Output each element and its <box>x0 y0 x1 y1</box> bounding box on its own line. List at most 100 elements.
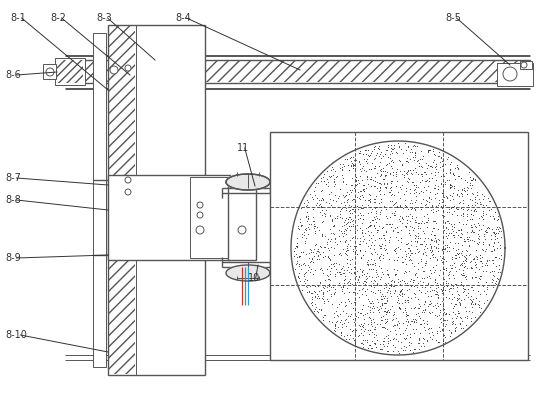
Point <box>380 300 389 307</box>
Point <box>400 168 408 174</box>
Point <box>381 332 390 339</box>
Point <box>378 302 386 308</box>
Point <box>318 293 327 299</box>
Point <box>490 247 499 253</box>
Point <box>463 236 471 242</box>
Point <box>408 260 416 266</box>
Point <box>405 149 414 155</box>
Point <box>494 266 503 272</box>
Point <box>300 200 308 206</box>
Point <box>404 299 413 305</box>
Point <box>341 303 349 309</box>
Point <box>414 336 423 343</box>
Point <box>359 312 368 318</box>
Point <box>484 242 493 248</box>
Point <box>402 158 410 164</box>
Point <box>374 307 383 314</box>
Point <box>437 157 446 163</box>
Point <box>400 334 408 341</box>
Point <box>373 204 382 211</box>
Point <box>384 279 392 286</box>
Point <box>366 183 375 189</box>
Point <box>457 212 466 219</box>
Point <box>472 253 481 260</box>
Point <box>423 303 432 309</box>
Point <box>335 269 343 275</box>
Point <box>442 267 451 274</box>
Point <box>393 229 402 235</box>
Point <box>412 219 420 225</box>
Point <box>405 175 413 182</box>
Point <box>344 196 353 202</box>
Point <box>347 270 356 277</box>
Point <box>401 222 410 229</box>
Point <box>430 276 439 283</box>
Point <box>405 226 413 233</box>
Point <box>359 341 367 347</box>
Point <box>456 315 465 321</box>
Point <box>427 170 436 176</box>
Point <box>365 176 374 182</box>
Point <box>449 170 457 176</box>
Point <box>403 178 412 184</box>
Point <box>458 231 466 237</box>
Point <box>356 247 364 253</box>
Point <box>366 327 374 333</box>
Point <box>472 224 480 230</box>
Point <box>369 300 378 306</box>
Point <box>346 214 355 220</box>
Point <box>427 207 435 213</box>
Point <box>337 206 346 212</box>
Point <box>418 335 427 341</box>
Point <box>441 219 450 225</box>
Point <box>438 340 447 346</box>
Point <box>303 267 312 274</box>
Point <box>292 261 300 267</box>
Point <box>349 289 358 296</box>
Point <box>299 261 308 267</box>
Point <box>332 260 341 266</box>
Point <box>390 256 398 263</box>
Point <box>342 336 351 342</box>
Point <box>370 143 379 149</box>
Point <box>317 231 326 237</box>
Point <box>437 173 446 179</box>
Point <box>489 229 498 235</box>
Point <box>343 255 351 262</box>
Point <box>296 219 305 225</box>
Point <box>313 253 322 259</box>
Point <box>415 336 424 343</box>
Point <box>318 218 327 224</box>
Point <box>362 240 371 246</box>
Point <box>330 178 338 185</box>
Point <box>329 172 337 178</box>
Point <box>443 232 452 238</box>
Point <box>339 179 348 185</box>
Point <box>376 173 384 179</box>
Point <box>363 337 371 343</box>
Point <box>406 231 414 238</box>
Point <box>378 241 386 247</box>
Point <box>325 226 334 232</box>
Point <box>450 233 458 240</box>
Point <box>445 288 454 294</box>
Point <box>397 287 405 293</box>
Point <box>405 245 414 252</box>
Point <box>353 215 362 222</box>
Point <box>293 243 301 250</box>
Point <box>417 309 426 315</box>
Point <box>398 162 407 168</box>
Point <box>455 310 464 316</box>
Point <box>436 301 444 307</box>
Point <box>377 199 385 205</box>
Point <box>462 257 470 264</box>
Point <box>344 319 352 325</box>
Point <box>488 268 497 274</box>
Point <box>349 319 358 325</box>
Point <box>423 183 432 189</box>
Point <box>367 255 376 262</box>
Point <box>410 291 419 298</box>
Point <box>376 244 385 251</box>
Point <box>376 242 384 249</box>
Text: 8-4: 8-4 <box>175 13 191 23</box>
